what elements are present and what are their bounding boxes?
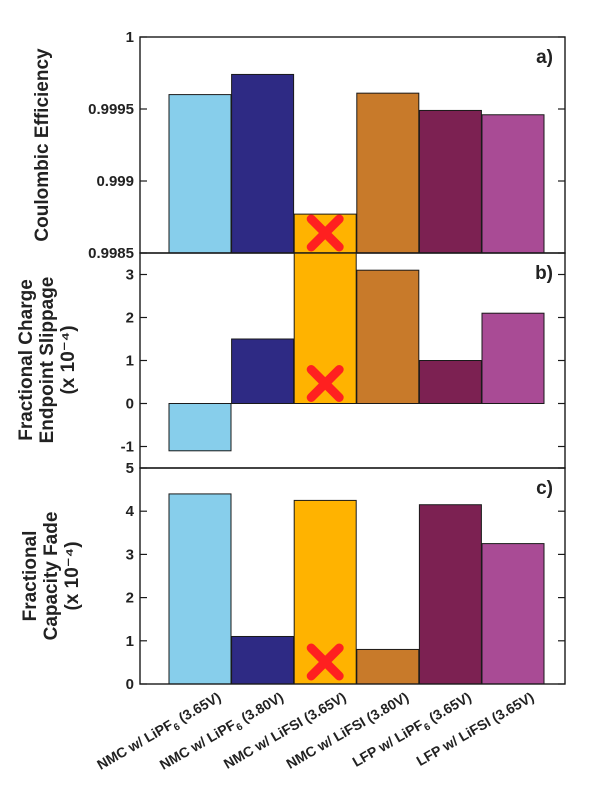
- bar-panel-2-6: [481, 312, 545, 405]
- bar-panel-1-2: [231, 73, 295, 254]
- bar-panel-3-6: [481, 543, 545, 685]
- bar-panel-1-1: [168, 94, 232, 254]
- x-marker-panel-1: [306, 214, 344, 252]
- tick-label-panel-3-4: 4: [126, 503, 135, 520]
- tick-label-panel-2-3: 2: [126, 310, 134, 327]
- bar-panel-3-2: [231, 635, 295, 685]
- ylabel-panel-2-line-2: Endpoint Slippage: [37, 277, 58, 444]
- tick-label-panel-2-2: 1: [126, 353, 134, 370]
- tick-label-panel-2-1: 0: [126, 396, 134, 413]
- tick-label-panel-1-0: 0.9985: [88, 245, 134, 262]
- bar-panel-1-5: [418, 109, 482, 254]
- tick-label-panel-3-0: 0: [126, 676, 134, 693]
- bar-panel-2-5: [418, 360, 482, 404]
- panel-label-2: b): [535, 263, 553, 284]
- ylabel-panel-1-line-1: Coulombic Efficiency: [32, 48, 53, 242]
- bar-panel-3-1: [168, 493, 232, 685]
- tick-label-panel-1-3: 1: [126, 29, 134, 46]
- bar-panel-2-4: [356, 269, 420, 405]
- tick-label-panel-1-1: 0.999: [96, 173, 134, 190]
- panel-label-1: a): [536, 47, 553, 68]
- tick-label-panel-1-2: 0.9995: [88, 101, 134, 118]
- tick-label-panel-2-4: 3: [126, 267, 134, 284]
- bar-panel-3-5: [418, 504, 482, 685]
- panel-frame-3: [139, 467, 566, 685]
- tick-label-panel-3-1: 1: [126, 633, 134, 650]
- bar-panel-1-4: [356, 92, 420, 254]
- bar-panel-1-6: [481, 114, 545, 254]
- bar-panel-2-2: [231, 338, 295, 404]
- x-marker-panel-3: [306, 643, 344, 681]
- tick-label-panel-3-2: 2: [126, 590, 134, 607]
- ylabel-panel-2-line-3: (x 10⁻⁴): [58, 325, 79, 394]
- bar-panel-3-4: [356, 648, 420, 685]
- panel-label-3: c): [536, 478, 553, 499]
- tick-label-panel-3-3: 3: [126, 546, 134, 563]
- category-label-6: LFP w/ LiFSI (3.65V): [414, 689, 537, 769]
- bar-panel-3-3: [293, 499, 357, 685]
- x-marker-panel-2: [306, 365, 344, 402]
- ylabel-panel-3-line-2: Capacity Fade: [41, 512, 62, 641]
- ylabel-panel-3-line-3: (x 10⁻⁴): [62, 541, 83, 610]
- bar-panel-2-1: [168, 403, 232, 452]
- ylabel-panel-3-line-1: Fractional: [20, 531, 41, 622]
- ylabel-panel-2-line-1: Fractional Charge: [16, 279, 37, 441]
- tick-label-panel-2-0: -1: [121, 439, 134, 456]
- tick-label-panel-3-5: 5: [126, 460, 134, 477]
